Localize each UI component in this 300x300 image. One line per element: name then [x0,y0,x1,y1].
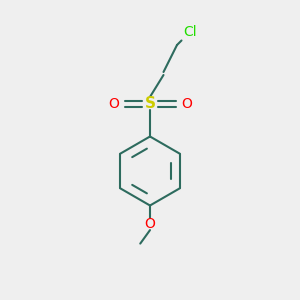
Text: O: O [181,97,192,110]
Text: Cl: Cl [183,25,196,39]
Text: O: O [108,97,119,110]
Text: O: O [145,217,155,231]
Text: S: S [145,96,155,111]
